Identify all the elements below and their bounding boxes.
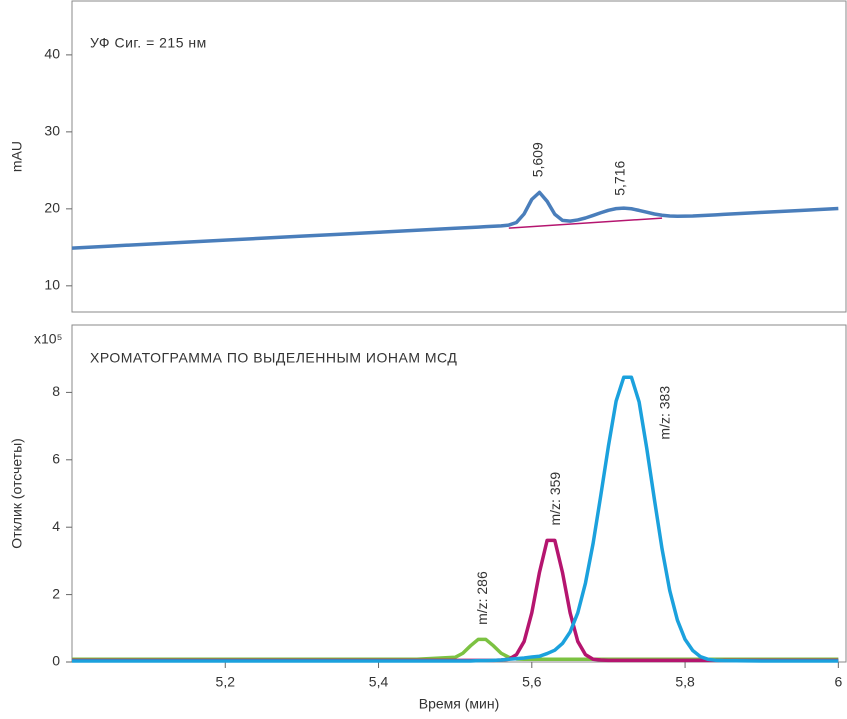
peak-label: m/z: 286 <box>474 571 490 625</box>
x-tick-label: 5,8 <box>675 674 695 690</box>
plot-frame <box>71 324 847 663</box>
x-tick-label: 6 <box>834 674 842 690</box>
panel-title: ХРОМАТОГРАММА ПО ВЫДЕЛЕННЫМ ИОНАМ МСД <box>90 350 457 366</box>
panel-title: УФ Сиг. = 215 нм <box>90 35 207 51</box>
peak-label: m/z: 383 <box>657 386 673 440</box>
y-tick-label: 0 <box>52 653 60 669</box>
y-tick-label: 4 <box>52 518 60 534</box>
y-tick-label: 20 <box>44 200 60 216</box>
x-tick-label: 5,4 <box>369 674 389 690</box>
integration-baseline <box>508 217 663 229</box>
x-axis-label: Время (мин) <box>419 696 500 712</box>
x-tick-label: 5,6 <box>522 674 542 690</box>
plot-frame <box>71 0 847 313</box>
x-tick-label: 5,2 <box>216 674 236 690</box>
data-line <box>71 190 839 250</box>
y-axis-label: mAU <box>9 141 25 172</box>
peak-label: m/z: 359 <box>547 472 563 526</box>
y-axis-label: Отклик (отсчеты) <box>9 438 25 549</box>
data-line <box>72 538 839 663</box>
y-tick-label: 40 <box>44 46 60 62</box>
y-tick-label: 8 <box>52 383 60 399</box>
data-line <box>72 375 839 663</box>
y-tick-label: 6 <box>52 451 60 467</box>
y-tick-label: 10 <box>44 277 60 293</box>
peak-label: 5,609 <box>529 142 545 177</box>
peak-label: 5,716 <box>611 161 627 196</box>
y-unit-label: x10⁵ <box>34 331 62 347</box>
y-tick-label: 2 <box>52 585 60 601</box>
y-tick-label: 30 <box>44 123 60 139</box>
data-line <box>72 637 839 662</box>
